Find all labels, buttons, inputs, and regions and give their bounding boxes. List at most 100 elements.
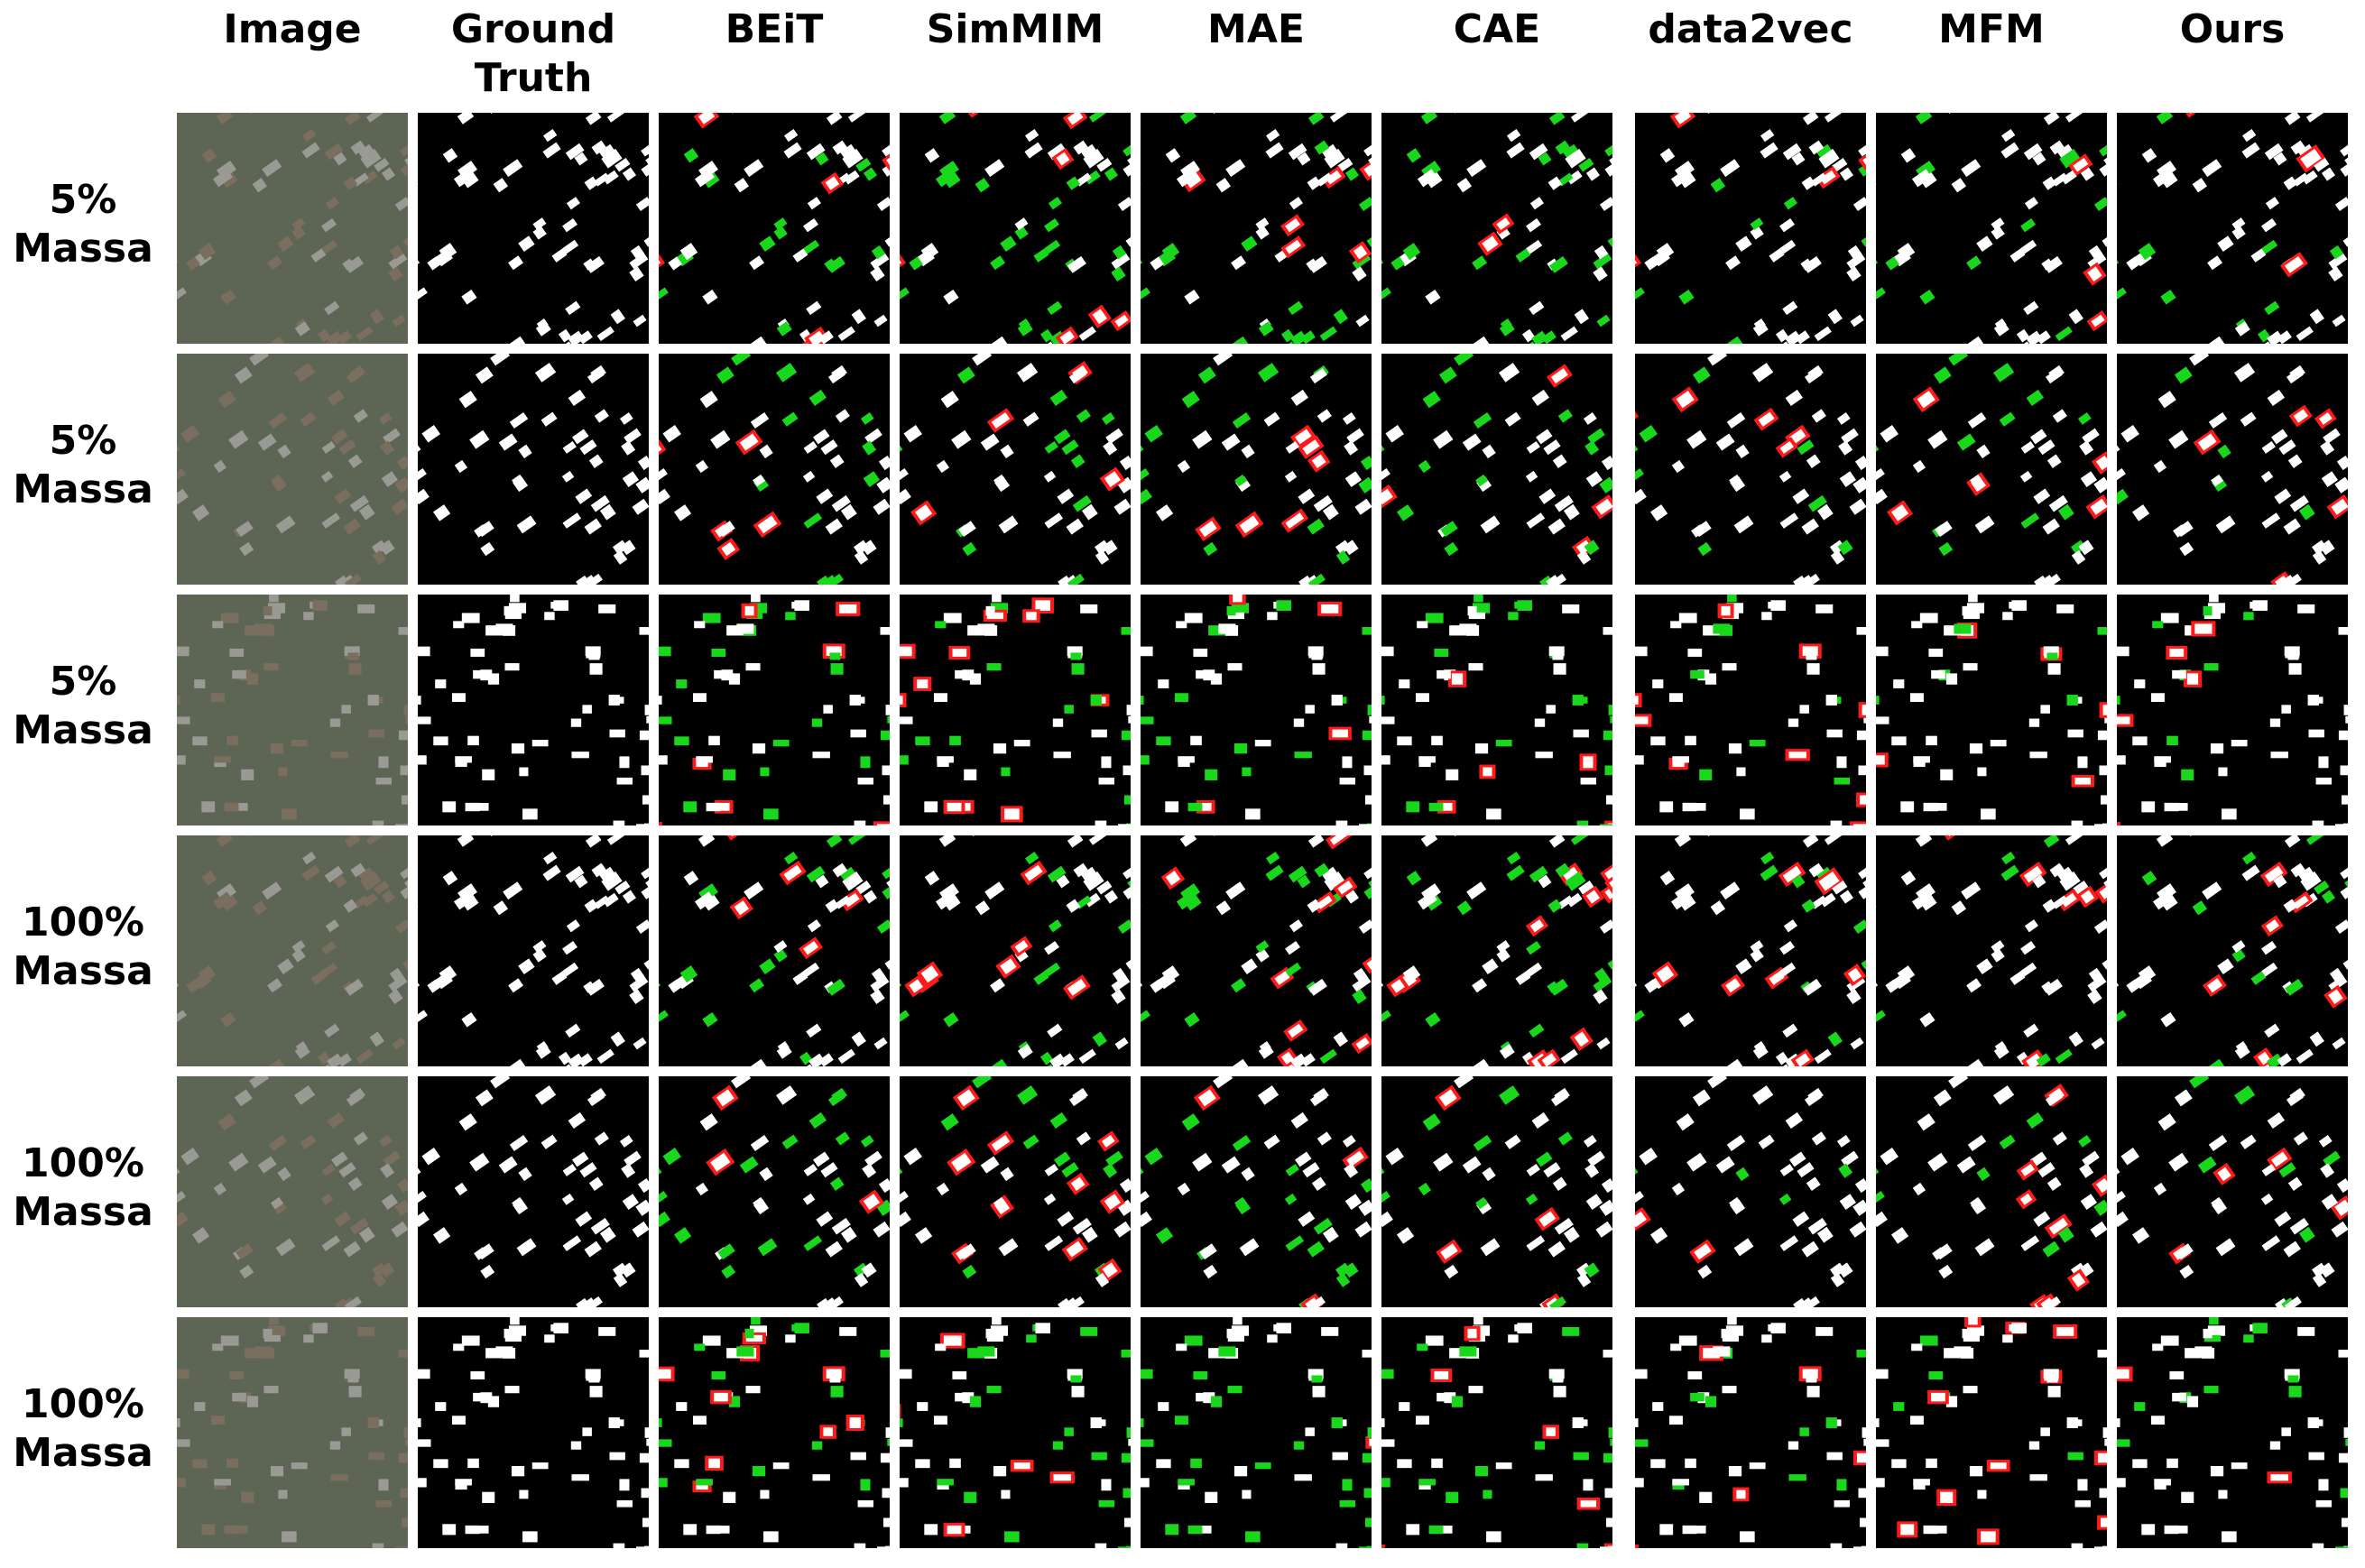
building	[1534, 1441, 1546, 1450]
building	[1333, 1031, 1348, 1047]
building	[1178, 1483, 1190, 1490]
building	[2302, 170, 2318, 185]
building	[900, 468, 909, 482]
building	[721, 541, 736, 557]
building	[1778, 470, 1792, 483]
building	[1553, 1386, 1566, 1397]
building	[1504, 411, 1521, 427]
building	[1363, 160, 1372, 177]
building	[2283, 518, 2301, 535]
building	[2342, 957, 2348, 970]
building	[1933, 1089, 1952, 1107]
building	[1720, 881, 1741, 900]
building	[391, 1221, 408, 1238]
building	[2231, 1462, 2248, 1470]
building	[2077, 1135, 2092, 1148]
building	[1044, 1235, 1064, 1251]
building	[1125, 957, 1131, 970]
building	[485, 625, 503, 636]
building	[1013, 740, 1030, 747]
building	[1080, 1326, 1098, 1336]
building	[792, 248, 808, 263]
building	[969, 1396, 982, 1407]
building	[673, 1227, 692, 1244]
building	[1830, 549, 1845, 565]
building	[1508, 1334, 1519, 1343]
building	[571, 1474, 589, 1481]
building	[1061, 1162, 1079, 1178]
building	[1536, 429, 1553, 445]
building	[2179, 1264, 2194, 1279]
buildings	[1141, 354, 1372, 585]
building	[2343, 1427, 2348, 1438]
tile-bg	[1381, 595, 1612, 826]
building	[2217, 235, 2234, 253]
building	[613, 820, 625, 826]
building	[2211, 1196, 2224, 1210]
building	[2281, 705, 2291, 714]
building	[1785, 389, 1804, 406]
building	[2164, 802, 2179, 812]
building	[1071, 663, 1085, 675]
building	[1635, 1439, 1649, 1447]
building	[610, 309, 625, 325]
building	[1381, 716, 1395, 724]
building	[1600, 1546, 1612, 1548]
building	[418, 1010, 428, 1022]
building	[1056, 874, 1070, 889]
building	[418, 1478, 427, 1488]
building	[1043, 1193, 1057, 1205]
building	[826, 573, 844, 585]
building	[781, 411, 799, 427]
building	[760, 1490, 770, 1499]
building	[1703, 1348, 1720, 1359]
building	[1674, 835, 1692, 847]
building	[516, 515, 537, 534]
building	[1858, 160, 1866, 177]
building	[986, 1386, 1002, 1394]
building	[1406, 801, 1420, 813]
building	[659, 716, 672, 724]
building	[1402, 243, 1421, 261]
building	[612, 540, 628, 555]
building	[344, 573, 362, 585]
building	[2341, 795, 2348, 805]
building	[476, 521, 494, 538]
building	[177, 468, 186, 482]
building	[349, 1217, 369, 1235]
building	[1966, 255, 1982, 271]
building	[2088, 967, 2103, 982]
building	[1782, 143, 1802, 161]
building	[562, 441, 577, 454]
result-tile	[2117, 835, 2348, 1066]
building	[1422, 1113, 1441, 1131]
tile-bg	[418, 835, 649, 1066]
building	[418, 488, 430, 505]
building	[1381, 1369, 1394, 1379]
building	[2020, 218, 2037, 233]
false-positive	[1359, 156, 1372, 181]
building	[498, 433, 518, 451]
building	[1799, 1427, 1809, 1436]
building	[2134, 679, 2146, 688]
building	[333, 152, 347, 166]
building	[1694, 802, 1706, 811]
building	[1656, 965, 1675, 983]
building	[1067, 1296, 1085, 1307]
building	[820, 1162, 838, 1178]
building	[2288, 1386, 2302, 1397]
building	[1114, 1037, 1129, 1050]
building	[2071, 820, 2083, 826]
building	[239, 1264, 254, 1279]
building	[1694, 1525, 1706, 1534]
tile-bg	[1141, 1317, 1372, 1548]
building	[1228, 336, 1250, 344]
building	[2043, 255, 2063, 273]
building	[371, 540, 387, 555]
building	[2296, 1048, 2314, 1065]
building	[696, 756, 713, 763]
building	[2043, 113, 2060, 125]
building	[353, 172, 369, 187]
building	[2203, 605, 2213, 616]
building	[1033, 248, 1049, 263]
